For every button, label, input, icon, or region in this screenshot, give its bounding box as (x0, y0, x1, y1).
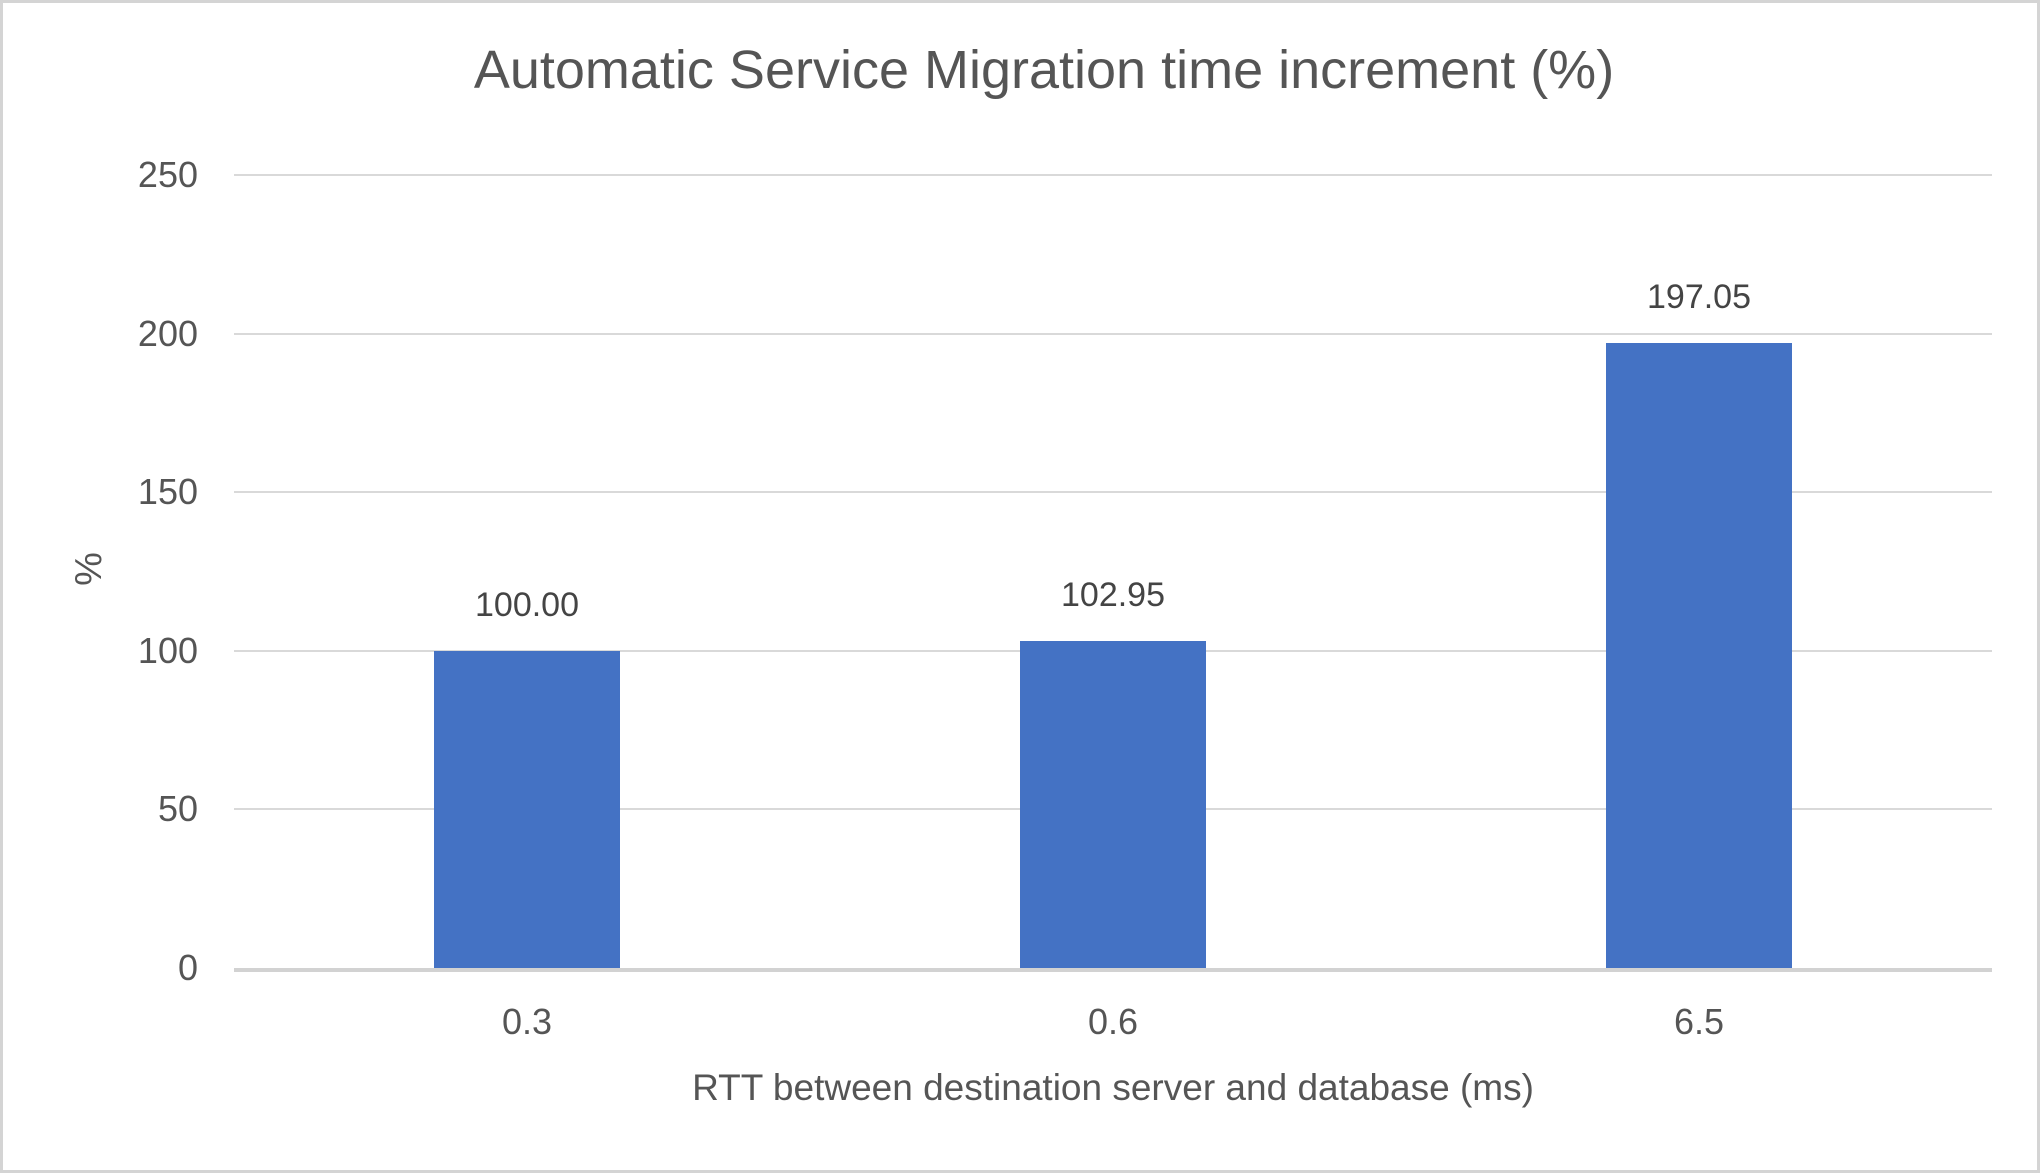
y-tick-label-50: 50 (157, 788, 198, 830)
y-tick-label-150: 150 (137, 471, 198, 513)
y-tick-label-250: 250 (137, 154, 198, 195)
y-axis-title: % (68, 552, 110, 586)
y-tick-label-200: 200 (137, 312, 198, 354)
x-tick-label-0.3: 0.3 (501, 1001, 553, 1042)
x-axis-line (234, 968, 1992, 972)
x-tick-label-0.6: 0.6 (1087, 1001, 1139, 1042)
y-tick-label-100: 100 (137, 629, 198, 671)
gridline-200 (234, 332, 1992, 335)
bar-6.5 (1606, 342, 1792, 968)
x-axis-title: RTT between destination server and datab… (692, 1067, 1534, 1108)
chart-title: Automatic Service Migration time increme… (473, 40, 1615, 100)
x-tick-label-6.5: 6.5 (1673, 1001, 1725, 1042)
bar-value-label-0.3: 100.00 (475, 585, 579, 624)
gridline-150 (234, 491, 1992, 494)
bar-value-label-6.5: 197.05 (1647, 277, 1751, 316)
bar-0.3 (434, 650, 620, 968)
bar-0.6 (1020, 641, 1206, 968)
gridline-250 (234, 174, 1992, 176)
bar-value-label-0.6: 102.95 (1061, 576, 1165, 615)
plot-area (234, 174, 1992, 968)
y-tick-label-0: 0 (177, 947, 198, 988)
